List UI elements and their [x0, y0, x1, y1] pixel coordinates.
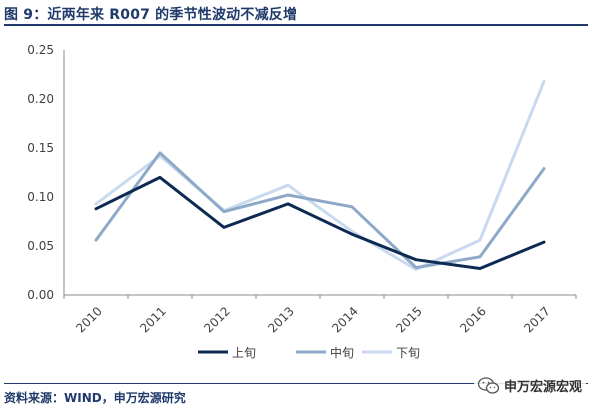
- axis-lines: [63, 50, 577, 299]
- x-tick-label: 2014: [329, 304, 360, 335]
- y-tick-label: 0.25: [27, 43, 54, 57]
- x-tick-label: 2017: [521, 304, 552, 335]
- x-tick-label: 2013: [265, 304, 296, 335]
- series-line-3: [94, 79, 546, 271]
- x-tick-label: 2016: [457, 304, 488, 335]
- x-tick-label: 2010: [73, 304, 104, 335]
- watermark-text: 申万宏源宏观: [503, 380, 582, 395]
- x-axis-labels: 2010 2011 2012 2013 2014 2015 2016 2017: [73, 304, 552, 335]
- y-tick-label: 0.10: [27, 190, 54, 204]
- legend-label: 中旬: [330, 345, 354, 360]
- source-note: 资料来源：WIND，申万宏源研究: [4, 391, 186, 405]
- series-line-2: [94, 151, 546, 270]
- page-title: 图 9：近两年来 R007 的季节性波动不减反增: [4, 7, 298, 23]
- watermark: 申万宏源宏观: [473, 374, 586, 397]
- x-tick-label: 2015: [393, 304, 424, 335]
- y-axis-labels: 0.00 0.05 0.10 0.15 0.20 0.25: [27, 43, 54, 302]
- series-lines: [94, 79, 546, 271]
- title-rule: [4, 24, 588, 26]
- source-rule: [4, 383, 588, 384]
- legend-label: 下旬: [396, 346, 420, 360]
- series-line-1: [94, 175, 546, 270]
- wechat-icon: [477, 376, 500, 394]
- line-chart: 0.000.050.100.150.200.25 2010 2011 2012 201…: [27, 43, 577, 360]
- x-tick-label: 2011: [137, 304, 168, 335]
- legend-label: 上旬: [232, 346, 256, 360]
- chart-legend: 上旬 中旬 下旬: [198, 345, 420, 360]
- x-tick-label: 2012: [201, 304, 232, 335]
- y-tick-label: 0.20: [27, 92, 54, 106]
- y-tick-label: 0.15: [27, 141, 54, 155]
- y-tick-label: 0.05: [27, 239, 54, 253]
- y-tick-label: 0.00: [27, 288, 54, 302]
